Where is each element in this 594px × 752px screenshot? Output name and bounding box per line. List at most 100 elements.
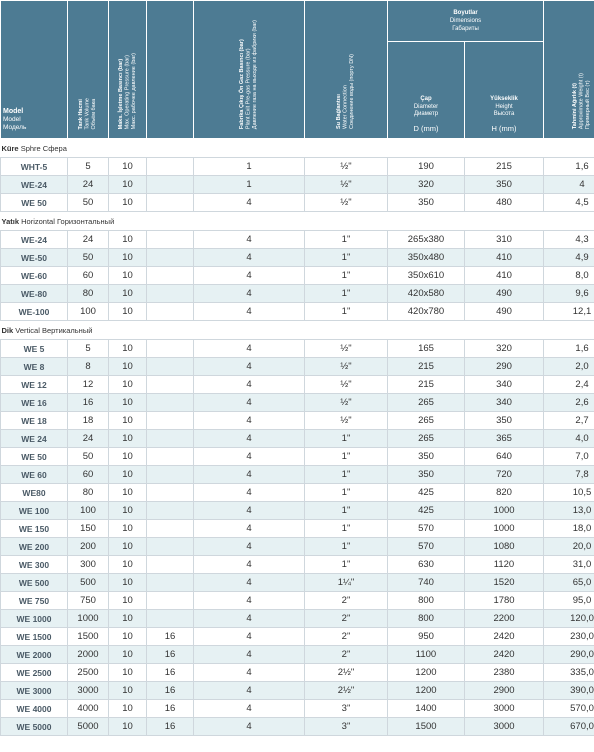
cell-extra-pressure	[146, 501, 194, 520]
cell-extra-pressure	[146, 555, 194, 574]
section-title: Küre Sphre Сфера	[1, 139, 594, 158]
cell-pregas-pressure: 4	[193, 193, 305, 212]
cell-max-pressure: 10	[108, 447, 147, 466]
cell-water-connection: 3"	[304, 699, 388, 718]
cell-tank-volume: 50	[67, 248, 109, 267]
cell-weight: 670,0	[543, 717, 594, 736]
cell-water-connection: 1"	[304, 465, 388, 484]
cell-weight: 31,0	[543, 555, 594, 574]
cell-diameter: 1500	[387, 717, 465, 736]
table-row: WE 1500 1500 10 16 4 2" 950 2420 230,0	[0, 627, 594, 646]
cell-extra-pressure	[146, 447, 194, 466]
cell-model: WE 2000	[0, 645, 68, 664]
table-body: Küre Sphre Сфера WHT-5 5 10 1 ½" 190 215 1,6 WE-2…	[0, 139, 594, 736]
cell-water-connection: 1"	[304, 519, 388, 538]
cell-pregas-pressure: 1	[193, 175, 305, 194]
cell-model: WE-24	[0, 230, 68, 249]
cell-pregas-pressure: 4	[193, 519, 305, 538]
table-row: WE 50 50 10 4 ½" 350 480 4,5	[0, 193, 594, 212]
cell-height: 320	[463, 339, 545, 358]
cell-extra-pressure: 16	[146, 627, 194, 646]
cell-weight: 7,8	[543, 465, 594, 484]
cell-tank-volume: 60	[67, 465, 109, 484]
cell-height: 2200	[463, 609, 545, 628]
cell-max-pressure: 10	[108, 375, 147, 394]
cell-height: 340	[463, 375, 545, 394]
cell-pregas-pressure: 4	[193, 393, 305, 412]
cell-tank-volume: 150	[67, 519, 109, 538]
cell-weight: 12,1	[543, 302, 594, 321]
cell-pregas-pressure: 4	[193, 609, 305, 628]
cell-max-pressure: 10	[108, 555, 147, 574]
table-row: WE 12 12 10 4 ½" 215 340 2,4	[0, 375, 594, 394]
cell-tank-volume: 5	[67, 157, 109, 176]
cell-extra-pressure	[146, 573, 194, 592]
cell-pregas-pressure: 4	[193, 501, 305, 520]
cell-model: WE 150	[0, 519, 68, 538]
cell-extra-pressure	[146, 248, 194, 267]
cell-model: WE 200	[0, 537, 68, 556]
cell-weight: 8,0	[543, 266, 594, 285]
cell-water-connection: ½"	[304, 375, 388, 394]
cell-model: WE 5	[0, 339, 68, 358]
cell-extra-pressure	[146, 609, 194, 628]
cell-max-pressure: 10	[108, 465, 147, 484]
section-title-ru: Горизонтальный	[56, 216, 115, 226]
cell-weight: 2,0	[543, 357, 594, 376]
cell-model: WE 2500	[0, 663, 68, 682]
cell-model: WE 100	[0, 501, 68, 520]
cell-weight: 335,0	[543, 663, 594, 682]
cell-diameter: 420x780	[387, 302, 465, 321]
cell-extra-pressure	[146, 284, 194, 303]
cell-height: 3000	[463, 717, 545, 736]
cell-weight: 1,6	[543, 339, 594, 358]
cell-pregas-pressure: 4	[193, 302, 305, 321]
section-title-tr: Dik	[1, 325, 14, 335]
cell-diameter: 215	[387, 357, 465, 376]
cell-model: WE-80	[0, 284, 68, 303]
cell-max-pressure: 10	[108, 429, 147, 448]
cell-weight: 4	[543, 175, 594, 194]
table-row: WE-80 80 10 4 1" 420x580 490 9,6	[0, 284, 594, 303]
cell-pregas-pressure: 4	[193, 483, 305, 502]
cell-water-connection: 1¼"	[304, 573, 388, 592]
cell-water-connection: 1"	[304, 555, 388, 574]
cell-diameter: 570	[387, 537, 465, 556]
cell-tank-volume: 2500	[67, 663, 109, 682]
cell-weight: 570,0	[543, 699, 594, 718]
cell-tank-volume: 60	[67, 266, 109, 285]
cell-pregas-pressure: 4	[193, 230, 305, 249]
cell-tank-volume: 24	[67, 230, 109, 249]
cell-water-connection: 1"	[304, 501, 388, 520]
cell-weight: 2,7	[543, 411, 594, 430]
cell-max-pressure: 10	[108, 248, 147, 267]
section-title-en: Vertical	[15, 325, 40, 335]
cell-diameter: 950	[387, 627, 465, 646]
cell-max-pressure: 10	[108, 393, 147, 412]
cell-height: 490	[463, 284, 545, 303]
cell-tank-volume: 3000	[67, 681, 109, 700]
cell-water-connection: 1"	[304, 537, 388, 556]
cell-pregas-pressure: 4	[193, 627, 305, 646]
cell-pregas-pressure: 4	[193, 681, 305, 700]
cell-extra-pressure	[146, 157, 194, 176]
cell-water-connection: 2"	[304, 645, 388, 664]
cell-water-connection: ½"	[304, 339, 388, 358]
cell-pregas-pressure: 4	[193, 537, 305, 556]
cell-max-pressure: 10	[108, 266, 147, 285]
cell-height: 410	[463, 248, 545, 267]
cell-model: WE 750	[0, 591, 68, 610]
cell-max-pressure: 10	[108, 573, 147, 592]
cell-tank-volume: 1500	[67, 627, 109, 646]
cell-model: WE 4000	[0, 699, 68, 718]
cell-extra-pressure	[146, 465, 194, 484]
cell-tank-volume: 4000	[67, 699, 109, 718]
cell-water-connection: 1"	[304, 483, 388, 502]
cell-weight: 13,0	[543, 501, 594, 520]
cell-tank-volume: 500	[67, 573, 109, 592]
cell-diameter: 350	[387, 193, 465, 212]
cell-weight: 10,5	[543, 483, 594, 502]
cell-diameter: 320	[387, 175, 465, 194]
table-row: WE 200 200 10 4 1" 570 1080 20,0	[0, 537, 594, 556]
